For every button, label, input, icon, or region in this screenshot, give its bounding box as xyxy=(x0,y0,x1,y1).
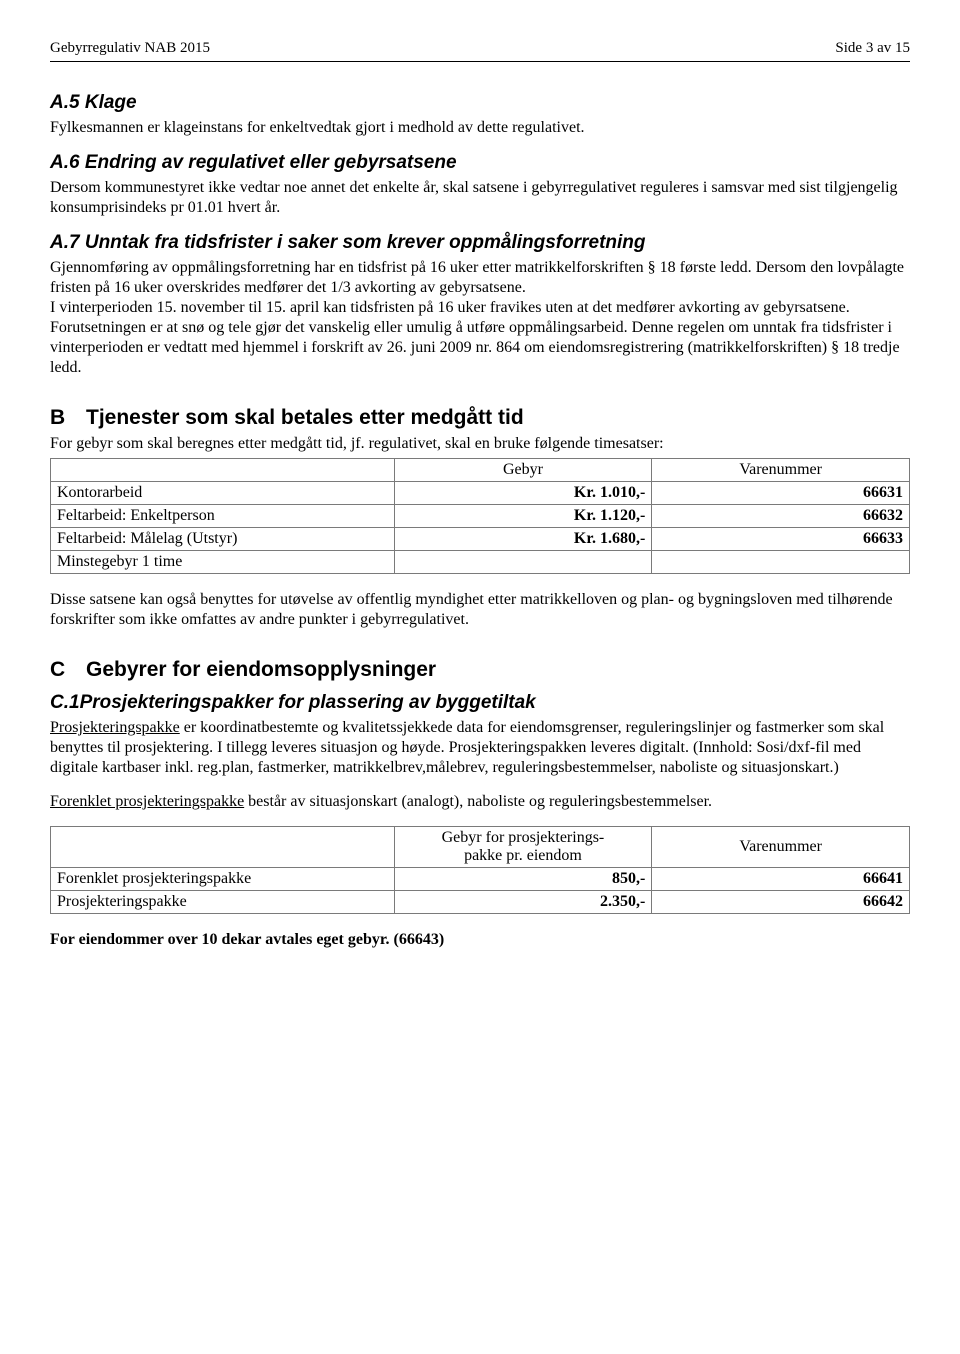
b-intro: For gebyr som skal beregnes etter medgåt… xyxy=(50,434,910,454)
c1-col-1: Gebyr for prosjekterings- pakke pr. eien… xyxy=(394,827,652,868)
c1-col-0 xyxy=(51,827,395,868)
c-title: Gebyrer for eiendomsopplysninger xyxy=(86,658,436,681)
c1-r1-c2: 66642 xyxy=(652,891,910,914)
b-r2-c1: Kr. 1.680,- xyxy=(394,528,652,551)
b-prefix: B xyxy=(50,406,86,430)
a6-text: Dersom kommunestyret ikke vedtar noe ann… xyxy=(50,178,910,218)
c1-p2-rest: består av situasjonskart (analogt), nabo… xyxy=(244,793,712,810)
c1-r0-c0: Forenklet prosjekteringspakke xyxy=(51,868,395,891)
b-r2-c0: Feltarbeid: Målelag (Utstyr) xyxy=(51,528,395,551)
a5-title: A.5 Klage xyxy=(50,92,910,114)
c1-p1: Prosjekteringspakke er koordinatbestemte… xyxy=(50,718,910,778)
c1-title: C.1Prosjekteringspakker for plassering a… xyxy=(50,692,910,714)
b-title: Tjenester som skal betales etter medgått… xyxy=(86,406,524,429)
b-r3-c0: Minstegebyr 1 time xyxy=(51,551,395,574)
table-row: Prosjekteringspakke 2.350,- 66642 xyxy=(51,891,910,914)
c1-r1-c1: 2.350,- xyxy=(394,891,652,914)
table-header-row: Gebyr Varenummer xyxy=(51,459,910,482)
c1-r0-c2: 66641 xyxy=(652,868,910,891)
a5-text: Fylkesmannen er klageinstans for enkeltv… xyxy=(50,118,910,138)
b-r1-c1: Kr. 1.120,- xyxy=(394,505,652,528)
b-heading: BTjenester som skal betales etter medgåt… xyxy=(50,406,910,430)
c-prefix: C xyxy=(50,658,86,682)
b-r0-c0: Kontorarbeid xyxy=(51,482,395,505)
c1-p2-lead: Forenklet prosjekteringspakke xyxy=(50,793,244,810)
table-row: Feltarbeid: Enkeltperson Kr. 1.120,- 666… xyxy=(51,505,910,528)
page-header: Gebyrregulativ NAB 2015 Side 3 av 15 xyxy=(50,40,910,57)
header-right: Side 3 av 15 xyxy=(835,40,910,57)
c1-footer: For eiendommer over 10 dekar avtales ege… xyxy=(50,930,910,950)
table-row: Minstegebyr 1 time xyxy=(51,551,910,574)
b-r1-c2: 66632 xyxy=(652,505,910,528)
b-col-0 xyxy=(51,459,395,482)
c1-col-2: Varenummer xyxy=(652,827,910,868)
table-header-row: Gebyr for prosjekterings- pakke pr. eien… xyxy=(51,827,910,868)
b-r0-c2: 66631 xyxy=(652,482,910,505)
table-row: Feltarbeid: Målelag (Utstyr) Kr. 1.680,-… xyxy=(51,528,910,551)
a6-title: A.6 Endring av regulativet eller gebyrsa… xyxy=(50,152,910,174)
c1-r0-c1: 850,- xyxy=(394,868,652,891)
a7-title: A.7 Unntak fra tidsfrister i saker som k… xyxy=(50,232,910,254)
c1-table: Gebyr for prosjekterings- pakke pr. eien… xyxy=(50,826,910,914)
b-r2-c2: 66633 xyxy=(652,528,910,551)
b-table: Gebyr Varenummer Kontorarbeid Kr. 1.010,… xyxy=(50,458,910,574)
header-left: Gebyrregulativ NAB 2015 xyxy=(50,40,210,57)
b-col-1: Gebyr xyxy=(394,459,652,482)
b-r3-c2 xyxy=(652,551,910,574)
c1-r1-c0: Prosjekteringspakke xyxy=(51,891,395,914)
header-rule xyxy=(50,61,910,62)
b-after: Disse satsene kan også benyttes for utøv… xyxy=(50,590,910,630)
b-r1-c0: Feltarbeid: Enkeltperson xyxy=(51,505,395,528)
table-row: Forenklet prosjekteringspakke 850,- 6664… xyxy=(51,868,910,891)
b-r0-c1: Kr. 1.010,- xyxy=(394,482,652,505)
b-col-2: Varenummer xyxy=(652,459,910,482)
c1-p2: Forenklet prosjekteringspakke består av … xyxy=(50,792,910,812)
c-heading: CGebyrer for eiendomsopplysninger xyxy=(50,658,910,682)
table-row: Kontorarbeid Kr. 1.010,- 66631 xyxy=(51,482,910,505)
c1-p1-lead: Prosjekteringspakke xyxy=(50,719,180,736)
b-r3-c1 xyxy=(394,551,652,574)
a7-text: Gjennomføring av oppmålingsforretning ha… xyxy=(50,258,910,378)
